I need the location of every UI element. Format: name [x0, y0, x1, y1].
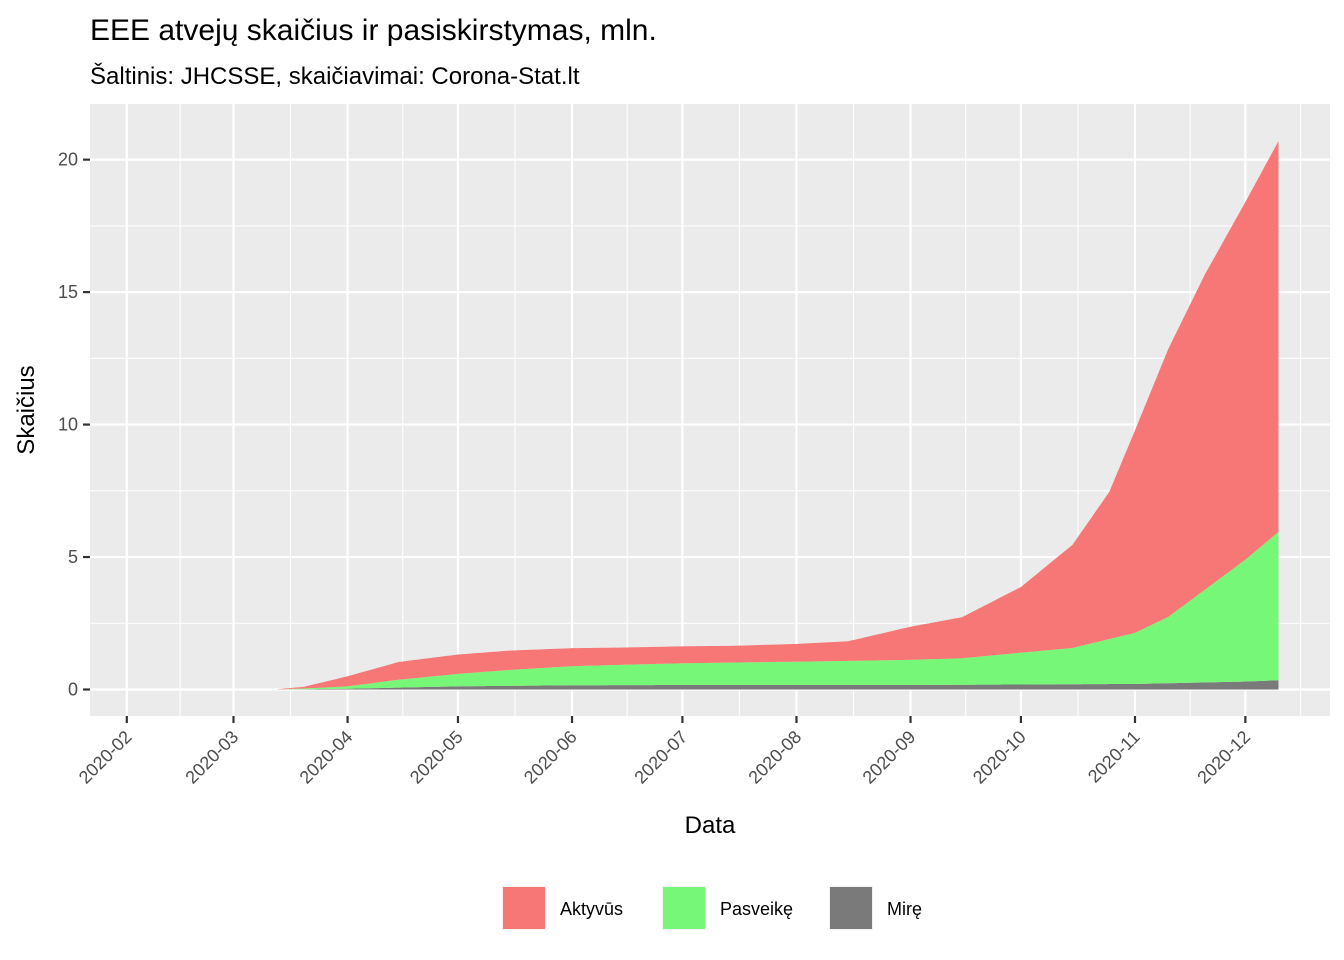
- x-tick-label: 2020-07: [630, 727, 691, 788]
- legend-swatch: [663, 887, 705, 929]
- x-axis-title: Data: [685, 812, 736, 839]
- y-tick-label: 10: [58, 415, 78, 435]
- y-axis-title: Skaičius: [13, 365, 40, 454]
- x-tick-label: 2020-09: [859, 727, 920, 788]
- y-tick-label: 0: [68, 680, 78, 700]
- legend: Aktyvūs Pasveikę Mirę: [502, 886, 922, 930]
- x-tick-label: 2020-03: [181, 727, 242, 788]
- x-tick-label: 2020-06: [520, 727, 581, 788]
- x-tick-label: 2020-10: [969, 727, 1030, 788]
- legend-label: Aktyvūs: [560, 899, 623, 919]
- legend-label: Mirę: [887, 899, 922, 919]
- legend-label: Pasveikę: [720, 899, 793, 919]
- area-Mirę: [277, 680, 1279, 690]
- x-tick-label: 2020-11: [1084, 727, 1144, 787]
- data-areas: [277, 141, 1279, 690]
- y-axis: 0 5 10 15 20: [58, 150, 90, 700]
- x-tick-label: 2020-05: [406, 727, 467, 788]
- x-tick-label: 2020-04: [296, 727, 357, 788]
- chart-title: EEE atvejų skaičius ir pasiskirstymas, m…: [90, 14, 657, 47]
- area-Pasveikę: [277, 531, 1279, 690]
- x-axis: 2020-02 2020-03 2020-04 2020-05 2020-06 2020-…: [75, 716, 1254, 788]
- chart-subtitle: Šaltinis: JHCSSE, skaičiavimai: Corona-S…: [90, 62, 580, 90]
- x-tick-label: 2020-12: [1193, 727, 1254, 788]
- legend-swatch: [830, 887, 872, 929]
- x-tick-label: 2020-02: [75, 727, 136, 788]
- legend-swatch: [503, 887, 545, 929]
- y-tick-label: 5: [68, 547, 78, 567]
- x-tick-label: 2020-08: [744, 727, 805, 788]
- y-tick-label: 15: [58, 282, 78, 302]
- y-tick-label: 20: [58, 150, 78, 170]
